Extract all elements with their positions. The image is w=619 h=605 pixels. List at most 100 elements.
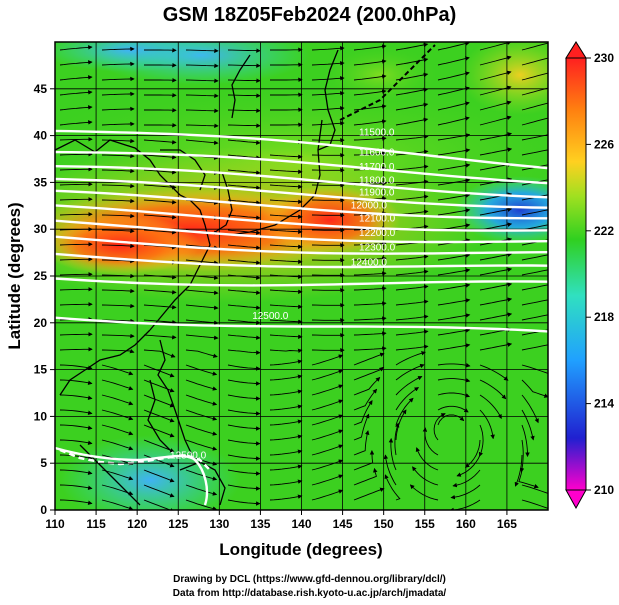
streamline-arrow [227,259,261,265]
contour-labels: 11500.0 11600.0 11700.0 11800.0 11900.0 12000… [170,128,396,462]
streamline-arrow [353,388,378,411]
streamline-arrow [353,104,387,111]
streamline-arrow [101,213,135,219]
y-tick-label: 15 [34,363,48,377]
x-tick-label: 125 [168,517,188,531]
streamline-arrow [143,454,175,468]
streamline-arrow [514,454,523,487]
streamline-arrow [479,252,513,261]
streamline-arrow [143,424,175,438]
streamline-arrow [437,116,470,126]
streamline-arrow [59,45,93,51]
contour-label: 12000.0 [351,201,388,212]
x-tick-label: 150 [374,517,394,531]
boundary-line-south [59,448,211,471]
contour-line [55,446,209,506]
streamline-arrow [521,394,539,424]
streamline-arrow [185,108,219,114]
streamline-arrow [227,289,261,295]
streamline-arrow [59,394,93,400]
streamline-arrow [395,284,429,291]
streamline-arrow [143,334,177,340]
contour-line [55,235,548,255]
streamline-arrow [353,413,370,441]
x-tick-label: 120 [127,517,147,531]
streamline-arrow [59,120,93,126]
streamline-arrow [269,374,303,381]
streamline-arrow [101,106,135,112]
y-tick-label: 10 [34,409,48,423]
colorbar-ticks: 210 214 218 222 226 230 [586,51,614,497]
streamline-arrow [521,269,548,276]
streamline-arrow [185,289,219,295]
streamline-arrow [394,422,400,456]
streamline-arrow [59,302,93,307]
streamline-arrow [395,314,429,321]
streamline-arrow [395,254,429,261]
streamline-arrow [395,376,423,396]
x-tick-label: 155 [415,517,435,531]
streamline-arrow [353,467,378,486]
streamline-arrow [101,168,135,174]
streamline-arrow [311,474,344,486]
streamline-arrow [101,303,135,309]
streamline-arrow [479,409,495,440]
streamline-arrow [437,378,471,383]
streamline-arrow [353,316,387,321]
streamline-arrow [185,63,219,69]
streamline-arrow [101,394,134,406]
streamline-arrow [353,119,387,126]
streamline-arrow [395,344,429,351]
colorbar-tick-label: 214 [594,397,614,411]
credit-data: Data from http://database.rish.kyoto-u.a… [172,588,447,599]
x-tick-label: 115 [86,517,106,531]
streamline-arrow [185,349,218,358]
streamline-arrow [521,424,530,458]
streamline-arrow [311,121,345,126]
contour-label: 12200.0 [359,228,396,239]
streamline-arrow [185,93,219,99]
streamline-arrow [101,228,135,234]
streamline-arrow [353,400,373,426]
streamline-arrow [353,430,370,456]
streamline-arrow [311,61,345,66]
streamline-arrow [227,499,261,506]
streamline-arrow [101,138,135,144]
streamline-arrow [227,184,261,190]
streamline-arrow [437,268,471,276]
streamline-arrow [101,91,135,97]
streamline-arrow [227,199,261,205]
streamline-arrow [59,257,93,262]
streamline-arrow [185,379,218,391]
streamline-arrow [353,352,385,366]
streamline-arrow [227,139,261,145]
streamline-arrow [353,89,387,96]
streamline-arrow [395,387,420,411]
streamline-arrow [353,256,387,261]
streamline-arrow [227,379,261,386]
colorbar: 210 214 218 222 226 230 [565,41,614,510]
streamline-arrow [518,469,539,489]
streamline-arrow [521,409,535,441]
streamline-arrow [227,334,261,340]
streamline-arrow [479,267,513,276]
streamline-arrow [395,194,429,201]
streamline-arrow [59,484,93,490]
streamline-arrow [143,349,176,358]
contour-label: 12500.0 [252,311,289,322]
contour-label: 11600.0 [359,147,395,158]
streamline-arrow [353,241,387,246]
streamline-arrow [437,414,465,426]
streamline-arrow [409,484,439,501]
streamline-arrow [437,313,471,321]
streamline-arrow [353,376,381,396]
streamline-arrow [59,379,93,385]
streamline-arrow [311,489,344,501]
streamline-arrow [437,163,471,171]
streamline-arrow [311,429,344,441]
streamline-arrow [269,404,303,411]
contour-line [55,252,548,269]
streamline-arrow [101,288,135,294]
contour-label: 12500.0 [170,451,207,462]
x-tick-label: 165 [497,517,517,531]
